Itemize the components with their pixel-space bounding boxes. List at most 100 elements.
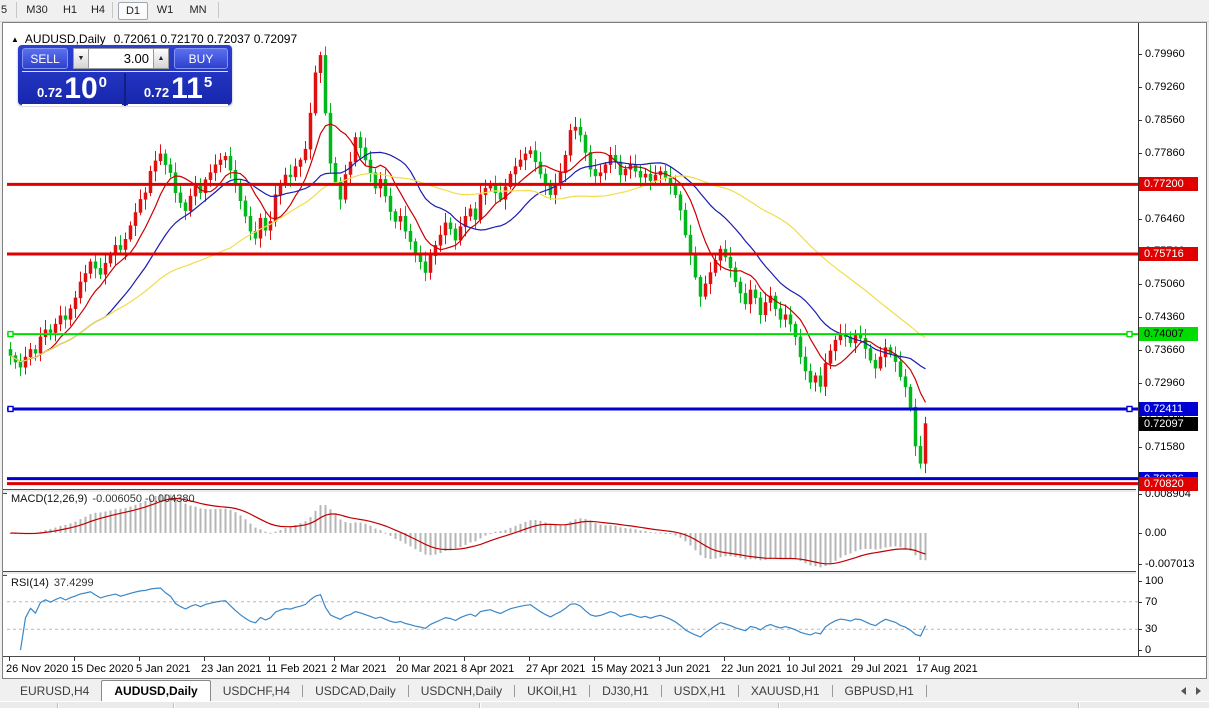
axis-tick-mark xyxy=(1138,629,1142,631)
date-tick-mark xyxy=(724,657,725,661)
tab-separator xyxy=(660,685,662,697)
price-tick-label: 0.73660 xyxy=(1145,343,1185,356)
sell-button[interactable]: SELL xyxy=(22,48,68,69)
buy-price-pipette: 5 xyxy=(203,73,213,91)
sell-price-prefix: 0.72 xyxy=(36,84,63,100)
price-level-badge: 0.75716 xyxy=(1139,246,1198,261)
statusbar-separator xyxy=(173,703,175,708)
price-tick-label: 0.74360 xyxy=(1145,311,1185,324)
date-tick-mark xyxy=(139,657,140,661)
price-tick-label: 0.75060 xyxy=(1145,278,1185,291)
macd-signal-line xyxy=(10,497,926,565)
tab-separator xyxy=(831,685,833,697)
date-label: 3 Jun 2021 xyxy=(656,663,711,675)
tab-scroll-left-icon[interactable] xyxy=(1181,687,1186,695)
chart-tab-usdcnh[interactable]: USDCNH,Daily xyxy=(420,684,503,698)
price-divider xyxy=(124,73,126,106)
rsi-indicator-canvas[interactable] xyxy=(7,574,1138,656)
one-click-trading-panel: SELL ▼ ▲ BUY 0.72 10 0 0.72 11 5 xyxy=(18,45,232,106)
chart-ohlc-values: 0.72061 0.72170 0.72037 0.72097 xyxy=(113,32,298,46)
chart-title: ▲ AUDUSD,Daily 0.72061 0.72170 0.72037 0.7… xyxy=(11,32,297,46)
sell-price-display[interactable]: 0.72 10 0 xyxy=(22,73,122,106)
timeframe-button-w1[interactable]: W1 xyxy=(156,4,174,16)
timeframe-toolbar: 5 M30 H1 H4 D1 W1 MN xyxy=(0,0,1209,22)
chart-symbol-label: AUDUSD,Daily xyxy=(24,32,106,46)
date-label: 23 Jan 2021 xyxy=(201,663,262,675)
axis-tick-mark xyxy=(1138,317,1142,319)
buy-button[interactable]: BUY xyxy=(174,48,228,69)
chart-tab-gbpusd[interactable]: GBPUSD,H1 xyxy=(844,684,914,698)
toolbar-separator xyxy=(16,2,17,18)
toolbar-separator xyxy=(112,2,113,18)
date-tick-mark xyxy=(269,657,270,661)
timeframe-button-5[interactable]: 5 xyxy=(0,4,8,16)
chart-tab-usdcad[interactable]: USDCAD,Daily xyxy=(315,684,396,698)
axis-tick-mark xyxy=(1138,563,1142,565)
statusbar-separator xyxy=(1078,703,1080,708)
axis-tick-mark xyxy=(1138,349,1142,351)
price-tick-label: 0.71580 xyxy=(1145,441,1185,454)
date-tick-mark xyxy=(74,657,75,661)
axis-tick-mark xyxy=(1138,533,1142,534)
chart-tab-bar: EURUSD,H4 AUDUSD,Daily USDCHF,H4 USDCAD,Dai… xyxy=(0,679,1209,702)
macd-histogram xyxy=(9,494,927,568)
timeframe-button-h1[interactable]: H1 xyxy=(62,4,78,16)
statusbar-separator xyxy=(57,703,59,708)
chart-tab-xauusd[interactable]: XAUUSD,H1 xyxy=(750,684,820,698)
volume-decrease-button[interactable]: ▼ xyxy=(73,48,89,69)
sell-price-big-digits: 10 xyxy=(64,71,98,105)
rsi-axis-label: 30 xyxy=(1145,623,1158,636)
chart-tab-usdchf[interactable]: USDCHF,H4 xyxy=(222,684,291,698)
macd-axis-label: 0.00 xyxy=(1145,527,1167,539)
axis-tick-mark xyxy=(1138,601,1142,603)
volume-increase-button[interactable]: ▲ xyxy=(153,48,169,69)
date-tick-mark xyxy=(919,657,920,661)
price-chart-canvas[interactable] xyxy=(7,31,1138,489)
moving-average-line xyxy=(10,123,927,403)
date-label: 29 Jul 2021 xyxy=(851,663,908,675)
buy-price-prefix: 0.72 xyxy=(143,84,170,100)
timeframe-button-h4[interactable]: H4 xyxy=(90,4,106,16)
price-axis-border xyxy=(1138,23,1139,657)
date-label: 8 Apr 2021 xyxy=(461,663,515,675)
axis-tick-mark xyxy=(1138,447,1142,449)
rsi-axis-label: 0 xyxy=(1145,644,1152,656)
price-tick-label: 0.72960 xyxy=(1145,376,1185,389)
collapse-arrow-icon[interactable]: ▲ xyxy=(11,35,19,44)
chart-tab-dj30[interactable]: DJ30,H1 xyxy=(602,684,649,698)
axis-tick-mark xyxy=(1138,54,1142,56)
date-label: 15 Dec 2020 xyxy=(71,663,134,675)
volume-input[interactable] xyxy=(89,48,153,69)
tab-scroll-right-icon[interactable] xyxy=(1196,687,1201,695)
timeframe-button-mn[interactable]: MN xyxy=(189,4,207,16)
timeframe-button-m30[interactable]: M30 xyxy=(26,4,48,16)
chart-window[interactable]: ▲ AUDUSD,Daily 0.72061 0.72170 0.72037 0.7… xyxy=(2,22,1207,679)
rsi-label: RSI(14) 37.4299 xyxy=(11,577,94,589)
price-tick-label: 0.79960 xyxy=(1145,48,1185,61)
price-tick-label: 0.76460 xyxy=(1145,212,1185,225)
buy-price-display[interactable]: 0.72 11 5 xyxy=(128,73,228,106)
macd-indicator-canvas[interactable] xyxy=(7,492,1138,571)
axis-tick-mark xyxy=(1138,382,1142,384)
chart-tab-usdx[interactable]: USDX,H1 xyxy=(673,684,726,698)
timeframe-button-d1[interactable]: D1 xyxy=(118,2,148,20)
moving-average-line xyxy=(10,151,926,370)
date-label: 11 Feb 2021 xyxy=(266,663,327,675)
axis-tick-mark xyxy=(1138,650,1142,651)
chart-tab-ukoil[interactable]: UKOil,H1 xyxy=(527,684,578,698)
axis-tick-mark xyxy=(1138,218,1142,220)
axis-tick-mark xyxy=(1138,120,1142,122)
price-tick-label: 0.78560 xyxy=(1145,114,1185,127)
chart-tab-eurusd[interactable]: EURUSD,H4 xyxy=(20,684,90,698)
date-label: 10 Jul 2021 xyxy=(786,663,843,675)
date-tick-mark xyxy=(789,657,790,661)
chart-tab-audusd[interactable]: AUDUSD,Daily xyxy=(101,680,211,702)
date-axis-border xyxy=(3,656,1206,657)
rsi-axis-label: 70 xyxy=(1145,595,1158,608)
date-label: 26 Nov 2020 xyxy=(6,663,69,675)
rsi-line xyxy=(19,587,927,651)
date-tick-mark xyxy=(334,657,335,661)
price-level-badge: 0.72097 xyxy=(1139,416,1198,431)
date-label: 17 Aug 2021 xyxy=(916,663,978,675)
